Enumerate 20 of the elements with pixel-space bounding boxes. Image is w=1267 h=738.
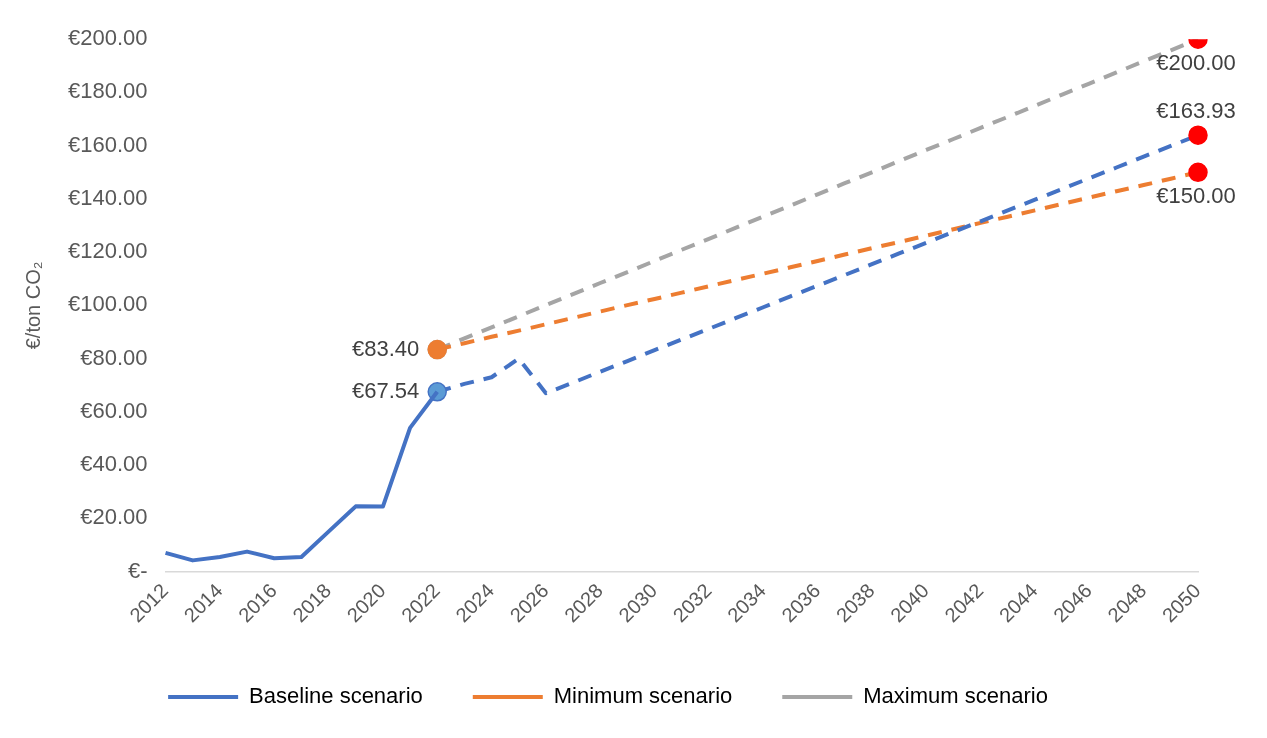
y-axis-title: €/ton CO₂ — [21, 261, 44, 350]
legend-label: Maximum scenario — [863, 683, 1048, 709]
y-tick-label: €120.00 — [67, 238, 148, 264]
data-label: €163.93 — [1156, 98, 1236, 124]
y-tick-label: €60.00 — [80, 397, 148, 423]
y-tick-label: €100.00 — [67, 291, 148, 317]
y-tick-label: €160.00 — [67, 131, 148, 157]
y-tick-label: €20.00 — [80, 504, 148, 530]
data-label: €67.54 — [351, 377, 420, 403]
legend-label: Baseline scenario — [249, 683, 423, 709]
data-label: €83.40 — [351, 335, 420, 361]
legend-label: Minimum scenario — [553, 683, 733, 709]
y-tick-label: €140.00 — [67, 184, 148, 210]
y-tick-label: €180.00 — [67, 78, 148, 104]
data-label: €150.00 — [1156, 183, 1236, 209]
y-tick-label: €- — [127, 557, 148, 583]
y-tick-label: €40.00 — [80, 451, 148, 477]
y-tick-label: €80.00 — [80, 344, 148, 370]
y-tick-label: €200.00 — [67, 25, 148, 51]
data-label: €200.00 — [1156, 50, 1236, 76]
